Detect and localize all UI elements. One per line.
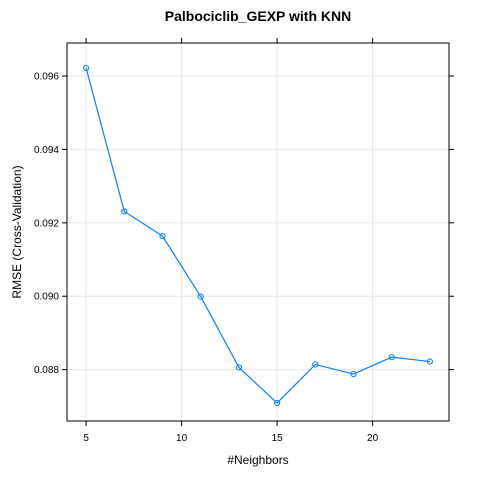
series-line <box>85 67 430 404</box>
x-axis-label: #Neighbors <box>227 453 288 467</box>
x-tick-label: 20 <box>367 433 379 444</box>
data-point <box>426 358 433 365</box>
y-tick-label: 0.088 <box>34 365 59 376</box>
y-tick-label: 0.096 <box>34 72 59 83</box>
data-point <box>197 293 204 300</box>
y-tick-label: 0.092 <box>34 218 59 229</box>
x-tick-label: 15 <box>272 433 284 444</box>
data-point <box>83 64 90 72</box>
data-point <box>159 232 166 240</box>
grid <box>67 43 449 421</box>
data-point <box>312 361 319 368</box>
chart-title: Palbociclib_GEXP with KNN <box>165 8 351 24</box>
series <box>83 64 433 407</box>
data-point <box>235 364 242 371</box>
axis-ticks: 5 10 15 20 0.088 0.090 0.092 0.094 0.096 <box>34 38 454 444</box>
x-tick-label: 10 <box>176 433 188 444</box>
y-axis-label: RMSE (Cross-Validation) <box>10 165 24 298</box>
plot-frame <box>66 42 450 422</box>
x-tick-label: 5 <box>83 433 89 444</box>
data-point <box>274 399 281 407</box>
y-tick-label: 0.094 <box>34 145 59 156</box>
y-tick-label: 0.090 <box>34 292 59 303</box>
data-point <box>121 208 128 215</box>
data-point <box>350 370 357 378</box>
data-point <box>388 354 395 361</box>
